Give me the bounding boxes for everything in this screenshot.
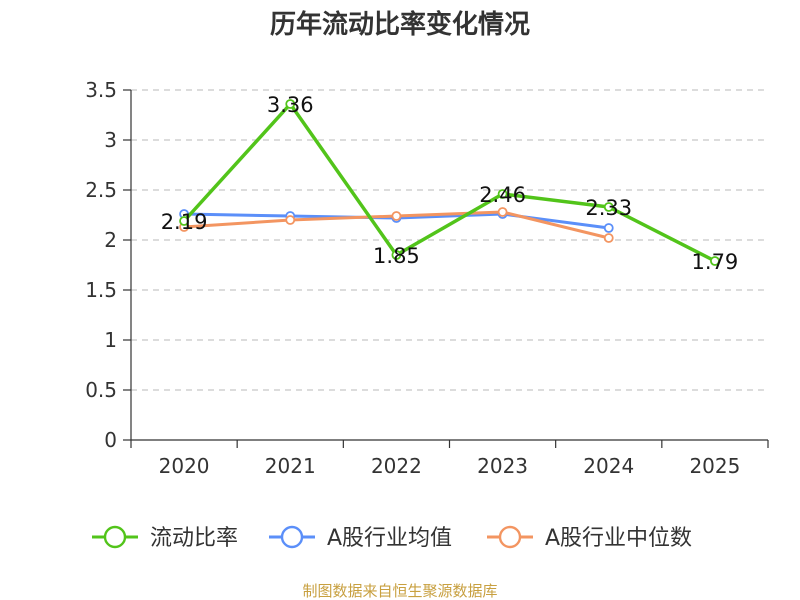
y-tick-label: 2: [104, 228, 117, 252]
legend-label: 流动比率: [150, 526, 238, 551]
x-tick-label: 2024: [583, 454, 634, 478]
data-point: [603, 233, 614, 243]
y-tick-label: 1: [104, 328, 117, 352]
data-point: [285, 215, 296, 225]
data-point: [285, 99, 296, 109]
x-tick-label: 2025: [689, 454, 740, 478]
legend-marker: [103, 525, 127, 549]
data-label: 2.33: [585, 196, 632, 220]
y-tick-label: 3: [104, 128, 117, 152]
data-point: [603, 202, 614, 212]
y-tick-label: 0.5: [85, 378, 117, 402]
data-point: [391, 250, 402, 260]
y-tick-label: 3.5: [85, 78, 117, 102]
data-label: 2.19: [161, 210, 208, 234]
data-label: 1.85: [373, 244, 420, 268]
x-tick-label: 2020: [159, 454, 210, 478]
y-tick-label: 0: [104, 428, 117, 452]
y-tick-label: 2.5: [85, 178, 117, 202]
y-tick-label: 1.5: [85, 278, 117, 302]
x-tick-label: 2021: [265, 454, 316, 478]
data-label: 2.46: [479, 183, 526, 207]
legend-marker: [498, 525, 522, 549]
x-tick-label: 2023: [477, 454, 528, 478]
data-point: [603, 223, 614, 233]
chart-title: 历年流动比率变化情况: [270, 9, 530, 40]
legend-label: A股行业均值: [327, 526, 452, 551]
legend-label: A股行业中位数: [545, 526, 692, 551]
x-tick-label: 2022: [371, 454, 422, 478]
data-point: [710, 256, 720, 266]
series-line-0: [182, 102, 717, 263]
data-label: 3.36: [267, 93, 314, 117]
data-label: 1.79: [692, 250, 739, 274]
data-point: [497, 189, 508, 199]
source-note: 制图数据来自恒生聚源数据库: [302, 582, 497, 600]
data-point: [497, 207, 508, 217]
legend-marker: [280, 525, 304, 549]
data-point: [179, 216, 189, 226]
data-point: [391, 211, 402, 221]
